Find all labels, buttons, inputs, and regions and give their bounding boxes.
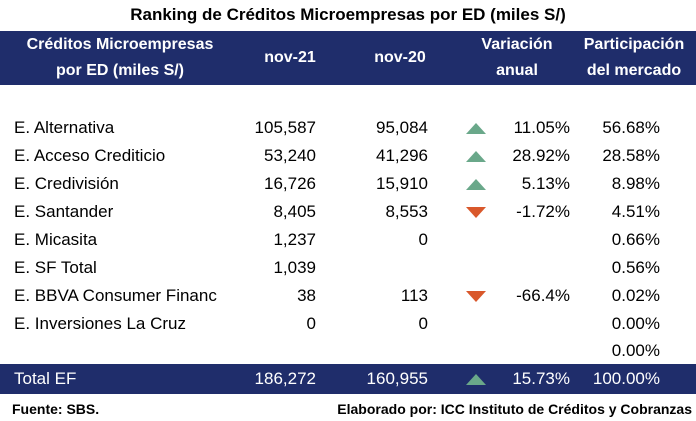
row-nov20: 0 [418,230,428,249]
row-variation: -66.4% [516,286,570,305]
table-row: E. SF Total 1,039 0.56% [0,254,696,282]
row-share: 8.98% [611,174,660,193]
row-nov21: 0 [306,314,316,333]
total-row: Total EF 186,272 160,955 15.73% 100.00% [0,364,696,394]
row-name: E. Acceso Crediticio [14,146,166,165]
row-variation: -1.72% [516,202,570,221]
header-share-line2: del mercado [586,62,682,79]
total-share: 100.00% [592,369,660,388]
header-share-line1: Participación [583,36,685,53]
header-variation-line1: Variación [481,36,553,53]
row-nov20: 95,084 [376,118,428,137]
total-nov20: 160,955 [366,369,428,388]
row-nov21: 105,587 [254,118,316,137]
row-share: 0.66% [611,230,660,249]
row-share: 0.00% [611,314,660,333]
header-variation-line2: anual [496,62,538,79]
total-variation: 15.73% [512,369,570,388]
row-name: E. Alternativa [14,118,115,137]
header-nov20: nov-20 [350,31,450,85]
row-share: 0.56% [611,258,660,277]
trend-up-icon [466,374,486,385]
row-nov21: 1,237 [273,230,316,249]
total-name: Total EF [14,369,77,388]
header-entity-line1: Créditos Microempresas [26,36,214,53]
row-variation: 5.13% [521,174,570,193]
table-row: E. Acceso Crediticio 53,240 41,296 28.92… [0,142,696,170]
total-nov21: 186,272 [254,369,316,388]
row-name: E. Credivisión [14,174,119,193]
row-nov20: 15,910 [376,174,428,193]
table-header: Créditos Microempresas por ED (miles S/)… [0,31,696,85]
row-share: 0.02% [611,286,660,305]
table-row: E. Inversiones La Cruz 0 0 0.00% [0,310,696,338]
header-entity: Créditos Microempresas por ED (miles S/) [0,31,240,85]
row-nov20: 8,553 [385,202,428,221]
table-title: Ranking de Créditos Microempresas por ED… [130,5,566,24]
row-share: 0.00% [611,341,660,360]
row-nov21: 16,726 [264,174,316,193]
trend-up-icon [466,151,486,162]
row-share: 28.58% [602,146,660,165]
header-entity-line2: por ED (miles S/) [55,62,185,79]
row-nov21: 1,039 [273,258,316,277]
table-row: E. Credivisión 16,726 15,910 5.13% 8.98% [0,170,696,198]
row-variation: 11.05% [513,118,570,137]
row-name: E. Micasita [14,230,98,249]
row-name: E. BBVA Consumer Financ [14,286,217,305]
table-row: E. Alternativa 105,587 95,084 11.05% 56.… [0,114,696,142]
header-share: Participación del mercado [572,31,696,85]
trend-up-icon [466,123,486,134]
row-name: E. SF Total [14,258,97,277]
header-nov20-label: nov-20 [374,49,426,66]
table-row: E. Santander 8,405 8,553 -1.72% 4.51% [0,198,696,226]
header-nov21-label: nov-21 [264,49,316,66]
header-variation: Variación anual [462,31,572,85]
trend-down-icon [466,291,486,302]
table-row: E. Micasita 1,237 0 0.66% [0,226,696,254]
footer-credit: Elaborado por: ICC Instituto de Créditos… [337,401,692,417]
row-nov21: 53,240 [264,146,316,165]
row-share: 56.68% [602,118,660,137]
row-variation: 28.92% [512,146,570,165]
row-nov21: 38 [297,286,316,305]
table-row: E. BBVA Consumer Financ 38 113 -66.4% 0.… [0,282,696,310]
footer-source: Fuente: SBS. [12,401,100,417]
trend-down-icon [466,207,486,218]
trend-up-icon [466,179,486,190]
table-row: 0.00% [0,337,696,365]
row-nov20: 0 [418,314,428,333]
row-nov20: 113 [400,286,428,305]
header-nov21: nov-21 [240,31,340,85]
row-nov20: 41,296 [376,146,428,165]
row-nov21: 8,405 [273,202,316,221]
row-name: E. Inversiones La Cruz [14,314,186,333]
row-name: E. Santander [14,202,114,221]
row-share: 4.51% [611,202,660,221]
